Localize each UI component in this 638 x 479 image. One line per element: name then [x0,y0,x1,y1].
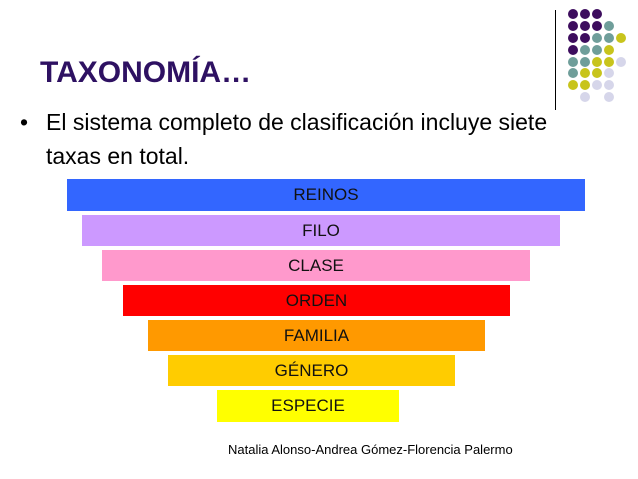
decorative-dot [604,92,614,102]
decorative-dot [580,45,590,55]
taxon-label: FAMILIA [283,325,350,345]
decorative-dot [604,45,614,55]
taxon-bar-orden: ORDEN [123,285,510,316]
decorative-dot [616,57,626,67]
decorative-dot [568,80,578,90]
decorative-dot [568,9,578,19]
taxon-label: REINOS [293,185,359,204]
taxon-label: FILO [302,220,340,240]
decorative-dot [580,21,590,31]
taxon-label: ORDEN [285,290,348,310]
decorative-dot [592,21,602,31]
decorative-dot [580,68,590,78]
decorative-dot [616,33,626,43]
taxon-bar-clase: CLASE [102,250,530,281]
decorative-dot [568,21,578,31]
decorative-dot [592,9,602,19]
decorative-dot [568,57,578,67]
author-credit: Natalia Alonso-Andrea Gómez-Florencia Pa… [228,442,513,457]
decorative-dot [568,33,578,43]
decorative-dot [604,68,614,78]
decorative-dot [604,80,614,90]
decorative-line [555,10,556,110]
decorative-dot [592,57,602,67]
decorative-dot [592,33,602,43]
bullet-icon: • [20,109,29,135]
taxon-label: CLASE [288,255,344,275]
slide-title: TAXONOMÍA… [40,56,252,89]
taxon-label: ESPECIE [271,396,345,415]
bullet-text: El sistema completo de clasificación inc… [46,109,548,169]
decorative-dot [580,9,590,19]
taxon-bar-genero: GÉNERO [168,355,455,386]
decorative-dot [580,57,590,67]
decorative-dot [604,21,614,31]
taxon-label: GÉNERO [274,360,349,380]
decorative-dot [592,45,602,55]
decorative-dot [580,80,590,90]
decorative-dot [604,57,614,67]
decorative-dot [568,68,578,78]
decorative-dot [604,33,614,43]
taxon-bar-filo: FILO [82,215,560,246]
decorative-dot [580,92,590,102]
taxon-bar-familia: FAMILIA [148,320,485,351]
decorative-dot [580,33,590,43]
decorative-dot [592,68,602,78]
taxon-bar-especie: ESPECIE [217,390,399,422]
taxon-bar-reinos: REINOS [67,179,585,211]
decorative-dot [592,80,602,90]
decorative-dot [568,45,578,55]
